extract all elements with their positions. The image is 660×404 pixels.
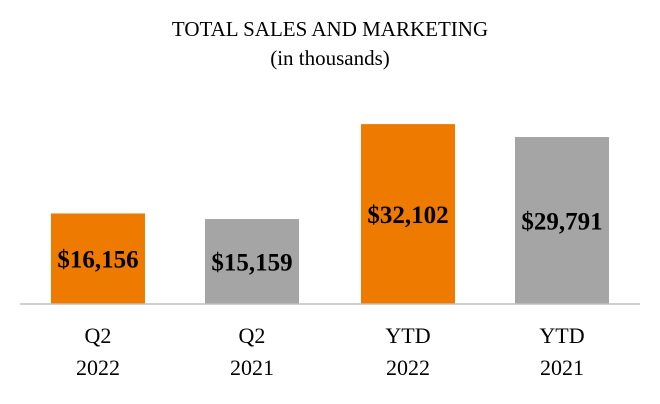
data-label: $16,156	[57, 247, 138, 274]
bar	[515, 137, 609, 304]
chart-title: TOTAL SALES AND MARKETING	[171, 17, 489, 41]
x-tick-label: 2021	[230, 355, 274, 380]
x-tick-label: Q2	[239, 323, 266, 348]
bar	[361, 124, 455, 304]
data-label: $15,159	[211, 250, 292, 277]
x-tick-label: 2022	[386, 355, 430, 380]
data-label: $32,102	[367, 202, 448, 229]
x-tick-label: 2022	[76, 355, 120, 380]
x-tick-label: Q2	[85, 323, 112, 348]
x-tick-label: YTD	[385, 323, 430, 348]
bar	[51, 213, 145, 304]
chart-subtitle: (in thousands)	[270, 46, 390, 70]
bar	[205, 219, 299, 304]
x-tick-label: 2021	[540, 355, 584, 380]
x-tick-label: YTD	[539, 323, 584, 348]
data-label: $29,791	[521, 209, 602, 236]
